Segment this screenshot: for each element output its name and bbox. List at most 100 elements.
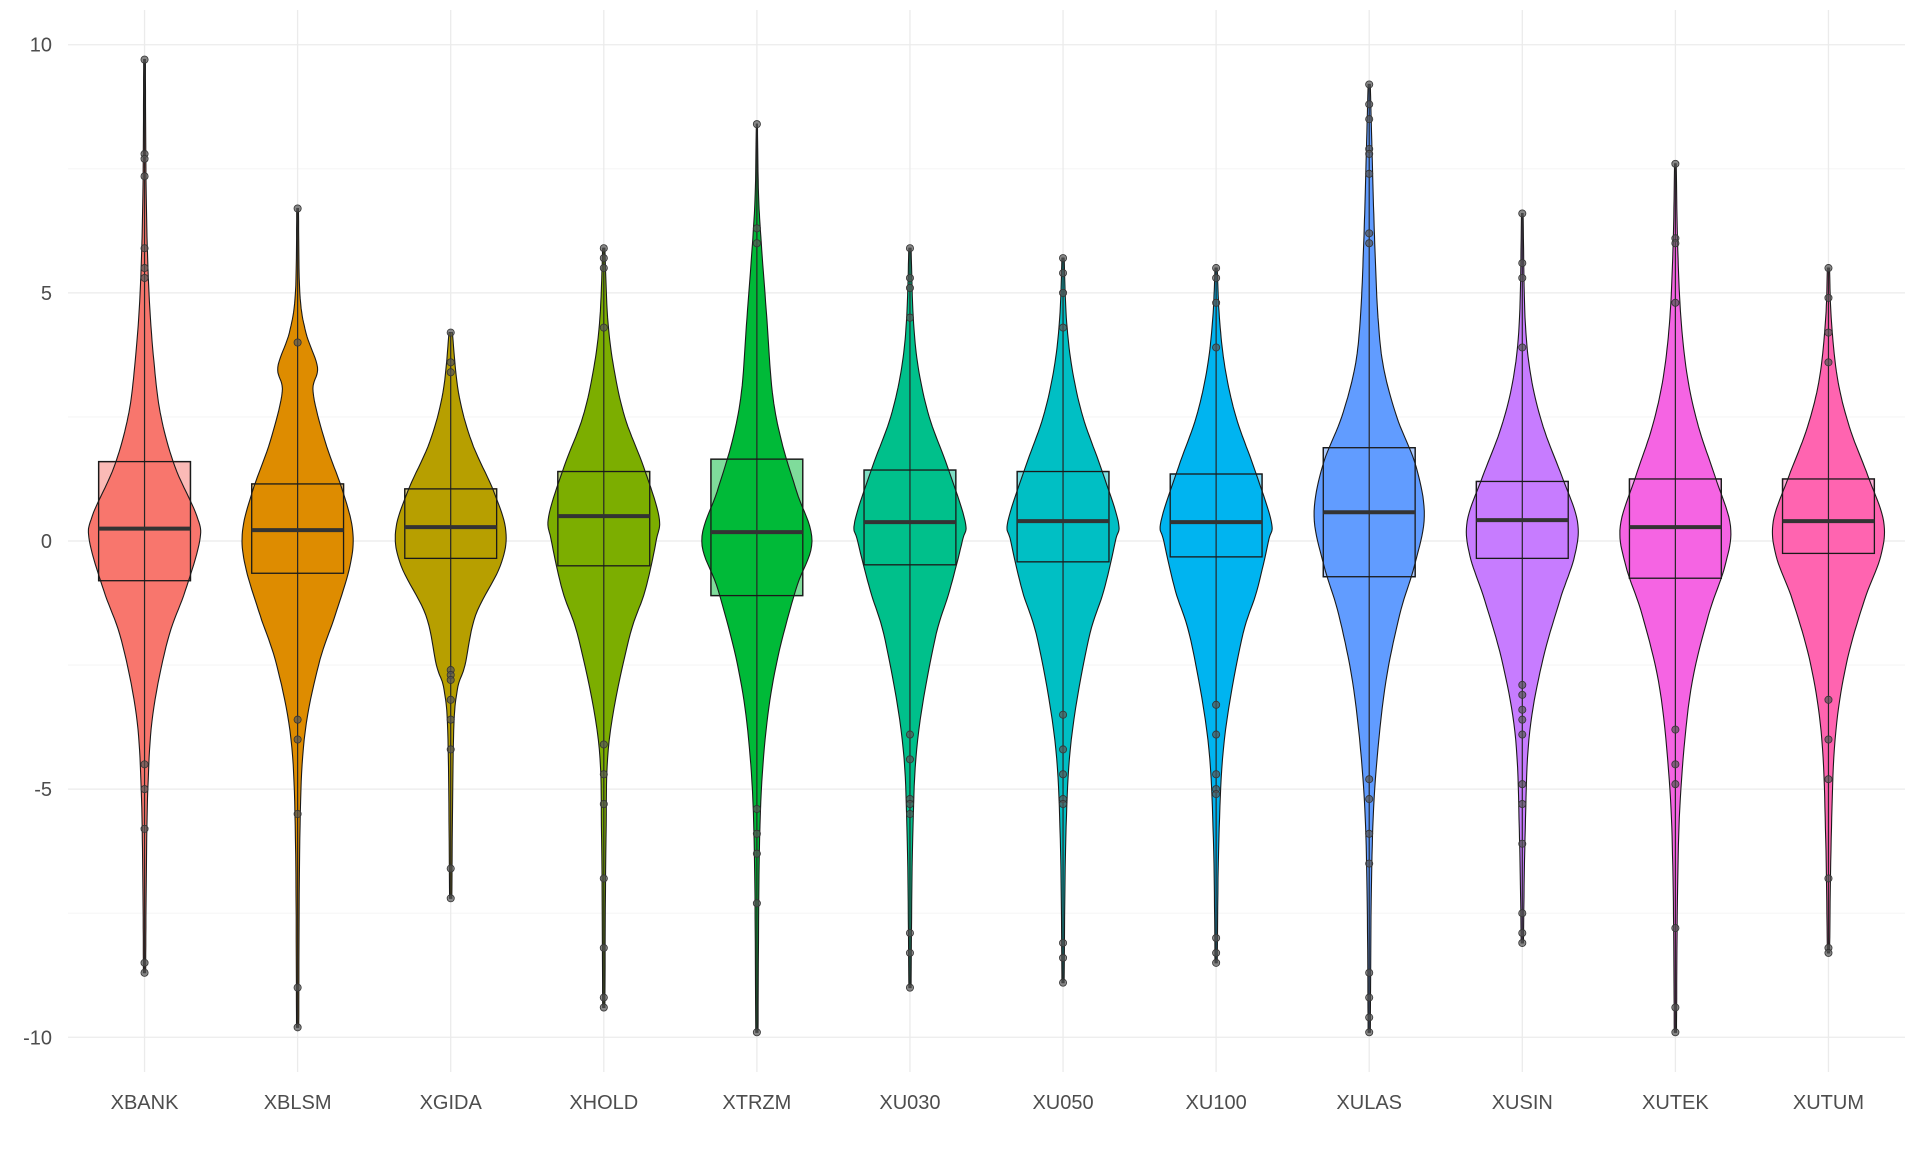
data-point	[1518, 343, 1527, 352]
data-point	[1518, 730, 1527, 739]
data-point	[1824, 735, 1833, 744]
series-xgida	[394, 328, 507, 903]
series-xbank	[87, 55, 202, 977]
data-point	[1365, 229, 1374, 238]
data-point	[599, 993, 608, 1002]
series-xu100	[1159, 264, 1273, 967]
data-point	[1671, 780, 1680, 789]
data-point	[1518, 715, 1527, 724]
data-point	[905, 730, 914, 739]
y-tick-label: -10	[23, 1027, 52, 1049]
data-point	[446, 864, 455, 873]
data-point	[1671, 1028, 1680, 1037]
box-outline-xu100	[1169, 473, 1263, 558]
series-xhold	[547, 244, 661, 1012]
data-point	[446, 368, 455, 377]
box-outline-xu050	[1016, 470, 1110, 563]
data-point	[1059, 710, 1068, 719]
data-point	[905, 273, 914, 282]
x-tick-label: XBLSM	[264, 1092, 332, 1114]
data-point	[1365, 115, 1374, 124]
data-point	[1824, 775, 1833, 784]
x-tick-label: XU030	[879, 1092, 940, 1114]
data-point	[1059, 978, 1068, 987]
data-point	[1518, 780, 1527, 789]
data-point	[905, 283, 914, 292]
data-point	[1212, 700, 1221, 709]
data-point	[293, 338, 302, 347]
x-tick-label: XUSIN	[1492, 1092, 1553, 1114]
data-point	[1824, 358, 1833, 367]
data-point	[1212, 770, 1221, 779]
data-point	[1365, 1028, 1374, 1037]
x-axis: XBANK XBLSM XGIDA XHOLD XTRZM XU030 XU050 XU100…	[111, 1092, 1864, 1114]
data-point	[1365, 149, 1374, 158]
data-point	[1365, 968, 1374, 977]
data-point	[1365, 239, 1374, 248]
box-outline-xbank	[97, 460, 192, 582]
data-point	[1518, 800, 1527, 809]
series-xblsm	[241, 204, 354, 1032]
data-point	[293, 204, 302, 213]
data-point	[1824, 293, 1833, 302]
data-point	[1518, 938, 1527, 947]
data-point	[446, 328, 455, 337]
data-point	[293, 809, 302, 818]
data-point	[140, 968, 149, 977]
data-point	[446, 745, 455, 754]
data-point	[1365, 1013, 1374, 1022]
y-tick-label: 10	[30, 35, 52, 57]
x-tick-label: XTRZM	[722, 1092, 791, 1114]
data-point	[1365, 100, 1374, 109]
data-point	[1518, 929, 1527, 938]
data-point	[140, 55, 149, 64]
data-point	[446, 695, 455, 704]
data-point	[293, 735, 302, 744]
data-point	[140, 760, 149, 769]
box-outline-xgida	[404, 488, 498, 560]
series-xutek	[1619, 159, 1732, 1037]
data-point	[1365, 993, 1374, 1002]
data-point	[905, 244, 914, 253]
series-xutum	[1771, 264, 1886, 957]
data-point	[1365, 775, 1374, 784]
data-point	[1518, 680, 1527, 689]
series-xusin	[1465, 209, 1579, 947]
data-point	[446, 715, 455, 724]
y-axis: -10 -5 0 5 10	[23, 35, 52, 1050]
data-point	[1824, 328, 1833, 337]
data-point	[1059, 800, 1068, 809]
data-point	[599, 800, 608, 809]
data-point	[1365, 795, 1374, 804]
data-point	[1671, 1003, 1680, 1012]
x-tick-label: XHOLD	[569, 1092, 638, 1114]
plot-area	[87, 55, 1886, 1037]
data-point	[446, 675, 455, 684]
x-tick-label: XULAS	[1336, 1092, 1402, 1114]
data-point	[1059, 254, 1068, 263]
data-point	[1212, 948, 1221, 957]
data-point	[1365, 80, 1374, 89]
data-point	[1059, 288, 1068, 297]
data-point	[140, 244, 149, 253]
x-tick-label: XUTEK	[1642, 1092, 1709, 1114]
data-point	[1824, 264, 1833, 273]
data-point	[140, 154, 149, 163]
box-outline-xtrzm	[710, 458, 804, 597]
data-point	[1059, 323, 1068, 332]
box-outline-xutum	[1781, 478, 1876, 555]
x-tick-label: XUTUM	[1793, 1092, 1864, 1114]
y-tick-label: 0	[41, 531, 52, 553]
data-point	[752, 829, 761, 838]
data-point	[1518, 259, 1527, 268]
data-point	[1365, 169, 1374, 178]
data-point	[293, 983, 302, 992]
data-point	[905, 800, 914, 809]
data-point	[1671, 298, 1680, 307]
data-point	[599, 1003, 608, 1012]
data-point	[599, 740, 608, 749]
x-tick-label: XBANK	[111, 1092, 179, 1114]
data-point	[1671, 760, 1680, 769]
data-point	[140, 172, 149, 181]
